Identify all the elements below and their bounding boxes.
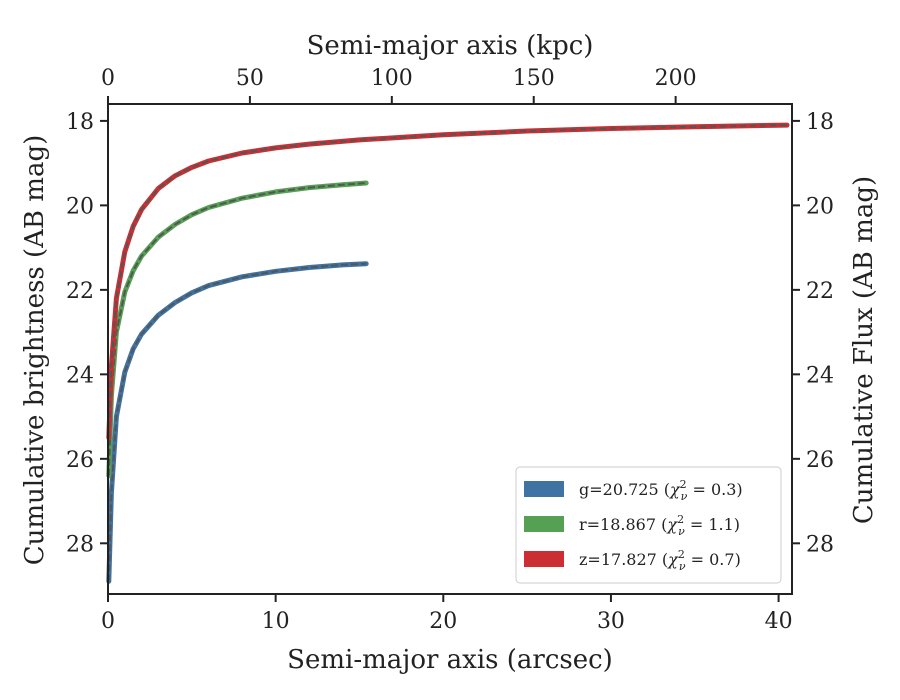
top-x-tick-label: 50	[236, 66, 264, 91]
top-x-axis-title: Semi-major axis (kpc)	[307, 31, 594, 61]
plot-frame	[107, 103, 793, 595]
right-y-tick-label: 18	[806, 110, 834, 135]
top-x-tick-label: 150	[513, 66, 555, 91]
legend-swatch-r	[524, 516, 564, 532]
legend-swatch-z	[524, 551, 564, 567]
y-tick-label: 20	[66, 194, 94, 219]
series-r-model-line	[107, 182, 367, 476]
right-y-tick-label: 24	[806, 363, 834, 388]
series-z-model-line	[107, 124, 788, 438]
top-x-tick-label: 200	[655, 66, 697, 91]
y-tick-label: 28	[66, 532, 94, 557]
x-tick-label: 20	[429, 609, 457, 634]
legend-box	[515, 466, 782, 584]
right-y-tick-label: 20	[806, 194, 834, 219]
y-tick-label: 18	[66, 110, 94, 135]
right-y-axis-title: Cumulative Flux (AB mag)	[849, 176, 879, 524]
legend-label-z: z=17.827 (χ2 ν = 0.7)	[579, 548, 741, 573]
series-g-model-line	[107, 262, 367, 582]
series-layer	[106, 122, 790, 584]
ticks-layer: 0 10 20 30 40 0 50 100 150 200 18 18 20 20 22 22 24 24 26 2…	[66, 66, 834, 634]
top-x-tick-label: 100	[371, 66, 413, 91]
legend-label-r: r=18.867 (χ2 ν = 1.1)	[579, 513, 740, 538]
x-tick-label: 0	[101, 609, 115, 634]
series-z-line	[106, 122, 790, 441]
y-tick-label: 26	[66, 448, 94, 473]
right-y-tick-label: 26	[806, 448, 834, 473]
legend-label-g: g=20.725 (χ2 ν = 0.3)	[579, 478, 743, 503]
x-tick-label: 40	[765, 609, 793, 634]
right-y-tick-label: 22	[806, 279, 834, 304]
x-tick-label: 30	[597, 609, 625, 634]
legend-swatch-g	[524, 481, 564, 497]
legend: g=20.725 (χ2 ν = 0.3) r=18.867 (χ2 ν = 1.1)…	[515, 466, 782, 584]
y-axis-title: Cumulative brightness (AB mag)	[20, 135, 50, 566]
y-tick-label: 22	[66, 279, 94, 304]
x-axis-title: Semi-major axis (arcsec)	[287, 645, 613, 675]
top-x-tick-label: 0	[101, 66, 115, 91]
right-y-tick-label: 28	[806, 532, 834, 557]
y-tick-label: 24	[66, 363, 94, 388]
x-tick-label: 10	[262, 609, 290, 634]
series-g-line	[106, 261, 369, 584]
